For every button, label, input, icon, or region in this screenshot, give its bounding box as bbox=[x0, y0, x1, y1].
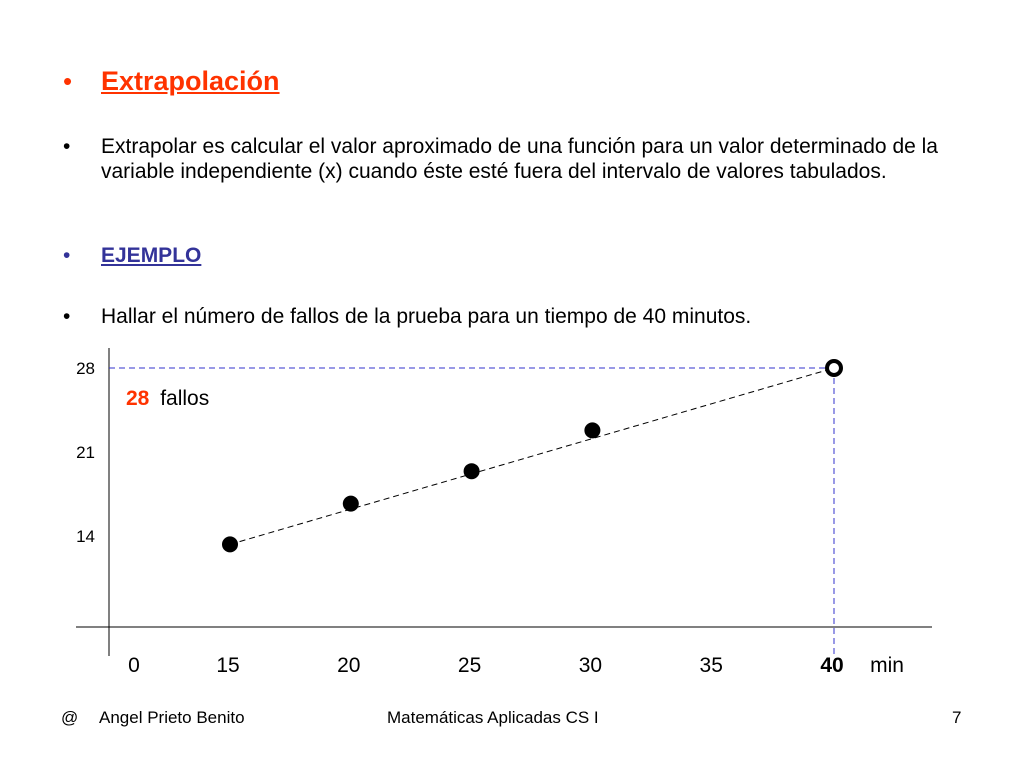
bullet-icon: • bbox=[63, 305, 71, 328]
trend-line bbox=[229, 367, 835, 545]
x-tick-label-highlight: 40 bbox=[820, 654, 843, 677]
y-tick-label: 21 bbox=[76, 443, 95, 462]
footer-author: Angel Prieto Benito bbox=[99, 708, 245, 727]
slide-title: Extrapolación bbox=[101, 66, 280, 96]
bullet-icon: • bbox=[63, 66, 73, 96]
footer-page-number: 7 bbox=[952, 708, 962, 727]
footer-course: Matemáticas Aplicadas CS I bbox=[387, 708, 599, 727]
data-point bbox=[342, 495, 359, 512]
result-annotation: 28 fallos bbox=[126, 387, 209, 410]
example-heading: EJEMPLO bbox=[101, 244, 202, 267]
x-tick-label: 0 bbox=[128, 654, 140, 677]
x-tick-label: 35 bbox=[700, 654, 723, 677]
y-tick-label: 28 bbox=[76, 359, 95, 378]
bullet-icon: • bbox=[63, 135, 71, 158]
x-tick-label: 25 bbox=[458, 654, 481, 677]
result-unit: fallos bbox=[160, 387, 209, 410]
definition-text: Extrapolar es calcular el valor aproxima… bbox=[101, 135, 938, 183]
extrapolated-point bbox=[825, 359, 843, 377]
x-tick-label: 20 bbox=[337, 654, 360, 677]
data-point bbox=[463, 463, 480, 480]
result-value: 28 bbox=[126, 387, 150, 410]
x-unit-label: min bbox=[870, 654, 904, 677]
x-tick-label: 30 bbox=[579, 654, 602, 677]
data-point bbox=[584, 422, 601, 439]
task-text: Hallar el número de fallos de la prueba … bbox=[101, 305, 752, 328]
footer-at: @ bbox=[61, 708, 79, 727]
bullet-icon: • bbox=[63, 244, 71, 267]
data-point bbox=[222, 536, 238, 553]
x-tick-label: 15 bbox=[216, 654, 239, 677]
y-tick-label: 14 bbox=[76, 527, 95, 546]
